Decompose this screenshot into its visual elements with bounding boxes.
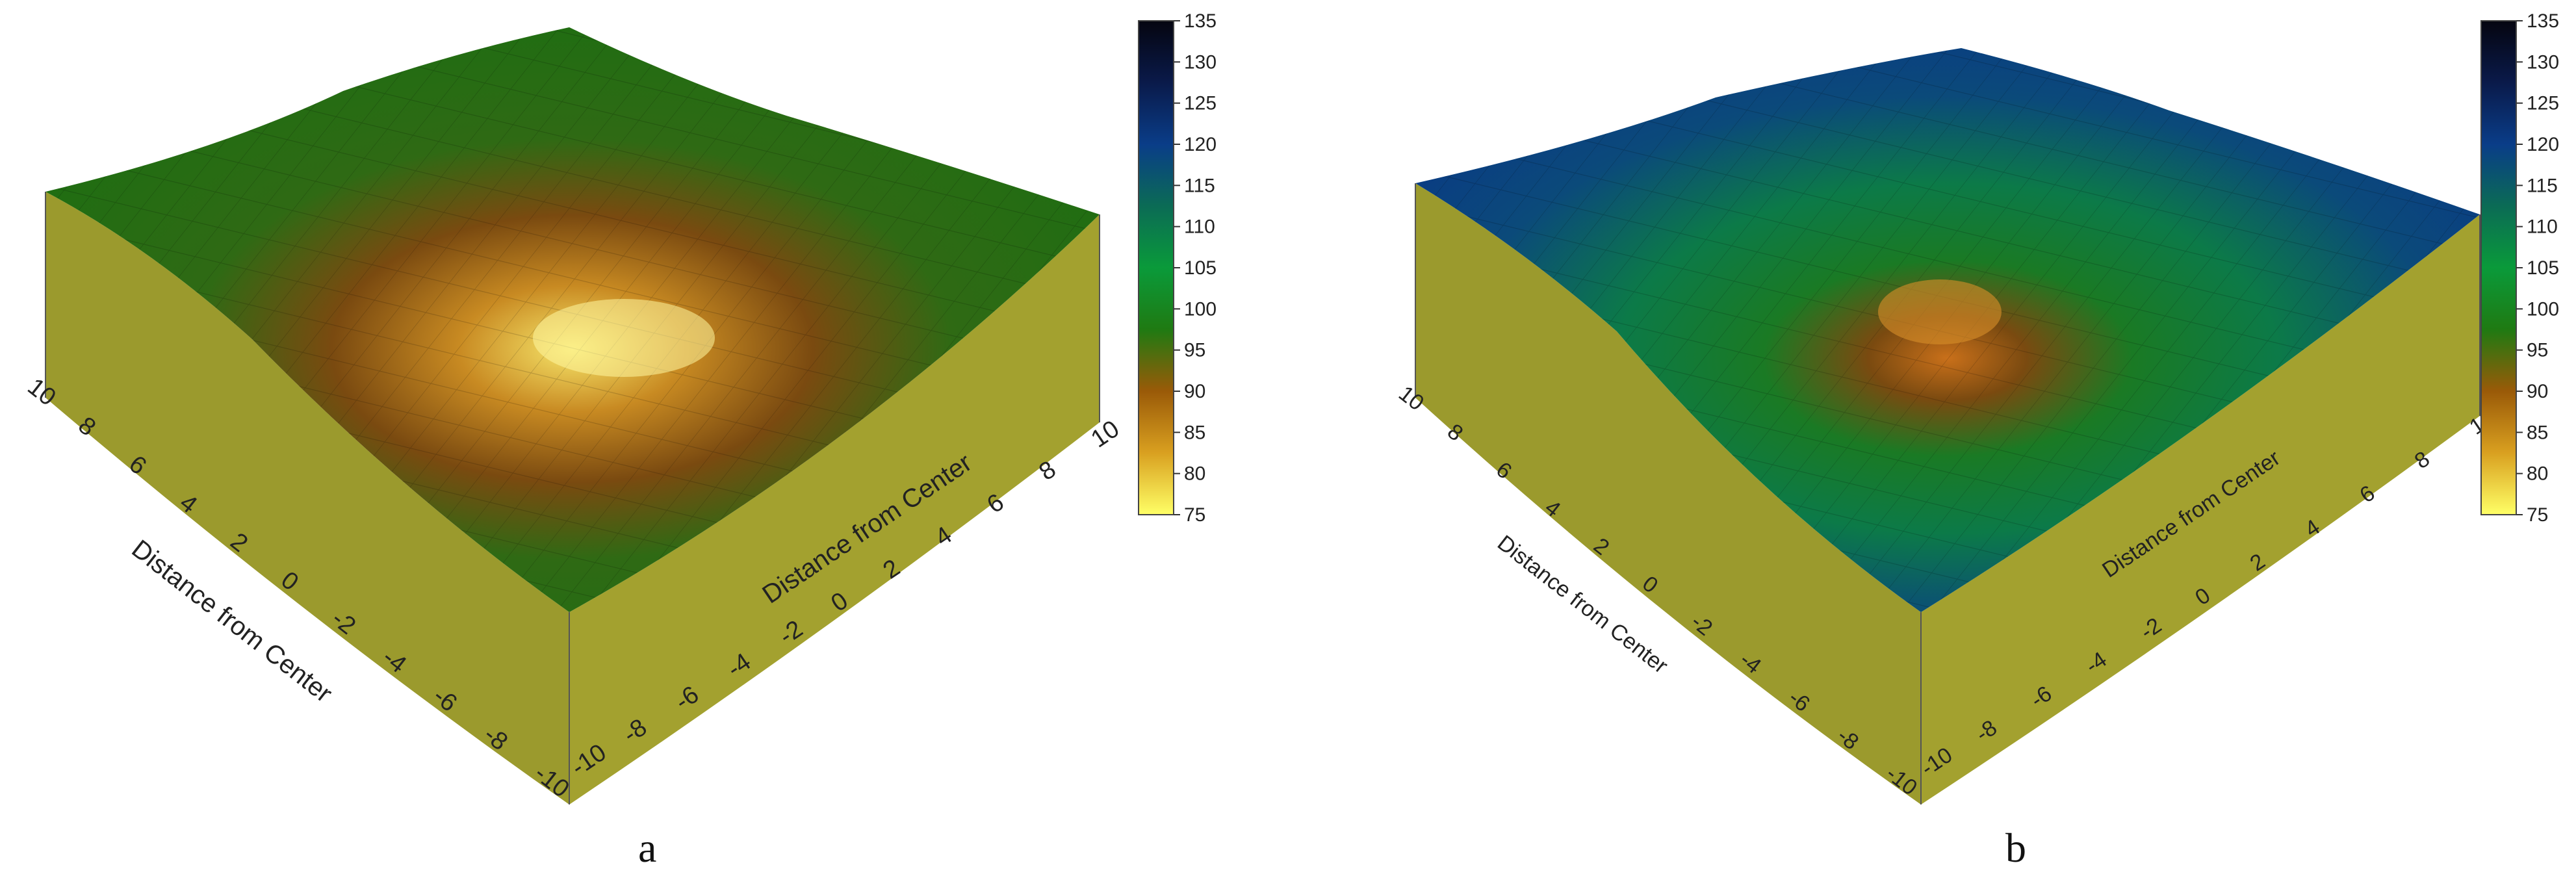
colorbar-tick-label: 125 [2527, 93, 2559, 114]
colorbar-tick-label: 85 [2527, 422, 2548, 443]
panel-b-side-right [1921, 214, 2480, 805]
colorbar-tick-label: 100 [1184, 298, 1217, 320]
colorbar-tick-label: 125 [1184, 93, 1217, 114]
panel-b-side-left [1415, 183, 1921, 805]
colorbar-tick-label: 95 [1184, 340, 1205, 361]
colorbar-tick-label: 80 [2527, 463, 2548, 485]
panel-a-label: a [638, 825, 657, 871]
panel-b-pit-highlight [1878, 279, 2002, 344]
colorbar-tick-label: 115 [1184, 175, 1215, 196]
colorbar-tick-label: 75 [2527, 504, 2548, 526]
colorbar-tick-label: 90 [2527, 381, 2548, 402]
panel-a-pit-highlight [533, 299, 715, 377]
panel-a-colorbar-ticks: 135 130 125 120 115 110 105 100 95 90 85 80 75 [1174, 10, 1217, 526]
colorbar-tick-label: 80 [1184, 463, 1205, 485]
panel-a-colorbar [1138, 20, 1174, 515]
colorbar-tick-label: 130 [2527, 51, 2559, 73]
colorbar-tick-label: 110 [2527, 216, 2558, 238]
colorbar-tick-label: 105 [2527, 257, 2559, 279]
colorbar-tick-label: 110 [1184, 216, 1215, 238]
colorbar-tick-label: 90 [1184, 381, 1205, 402]
colorbar-tick-label: 105 [1184, 257, 1217, 279]
colorbar-tick-label: 115 [2527, 175, 2558, 196]
panel-b-label: b [2005, 825, 2026, 871]
panel-a-side-right [569, 214, 1100, 805]
panel-b-colorbar [2480, 20, 2517, 515]
colorbar-tick-label: 95 [2527, 340, 2548, 361]
axis-tick-label: 8 [1035, 456, 1061, 486]
colorbar-tick-label: 135 [2527, 10, 2559, 32]
colorbar-tick-label: 130 [1184, 51, 1217, 73]
colorbar-tick-label: 75 [1184, 504, 1205, 526]
colorbar-tick-label: 120 [1184, 134, 1217, 155]
colorbar-tick-label: 120 [2527, 134, 2559, 155]
panel-b-colorbar-ticks: 135 130 125 120 115 110 105 100 95 90 85 80 75 [2516, 10, 2559, 526]
colorbar-tick-label: 85 [1184, 422, 1205, 443]
panel-a-side-left [45, 192, 569, 805]
colorbar-tick-label: 100 [2527, 298, 2559, 320]
colorbar-tick-label: 135 [1184, 10, 1217, 32]
panel-b-edges [1415, 183, 2480, 805]
panel-a-edges [45, 192, 1100, 805]
